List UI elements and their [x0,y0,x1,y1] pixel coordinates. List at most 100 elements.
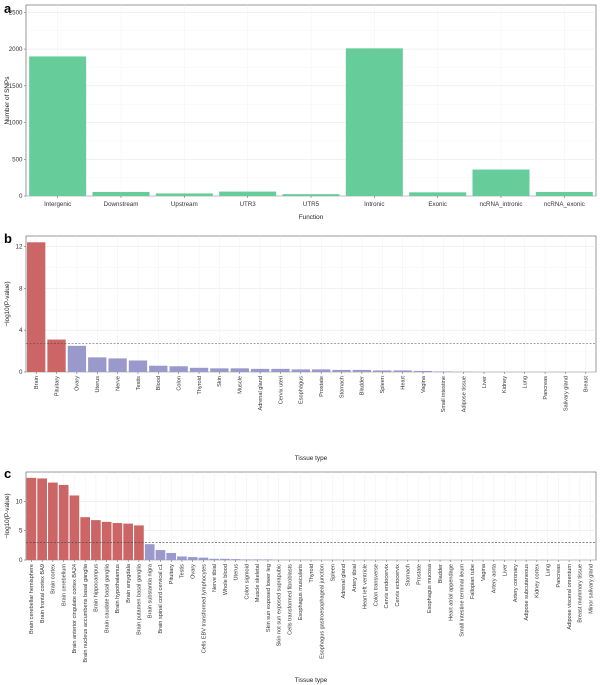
panel-b-bar [352,369,372,372]
panel-c-xtick-label: Brain substantia nigra [147,563,153,618]
panel-b-bar [210,368,229,372]
panel-b-xtick-label: Small intestine [441,376,447,412]
panel-c-ytick-label: 10 [16,498,23,505]
panel-c-xtick-label: Adipose subcutaneous [524,564,530,621]
panel-b-bar [27,242,46,372]
panel-c-xtick-label: Thyroid [309,564,315,583]
panel-a-ytick-label: 2000 [9,46,23,53]
panel-b-y-axis-title: −log10(P-value) [4,281,11,326]
panel-c-xtick-label: Muscle skeletal [255,564,261,602]
panel-c-xtick-label: Artery coronary [513,564,519,602]
panel-c-xtick-label: Testis [180,564,186,579]
panel-c-bar [241,559,252,560]
panel-c-bar [26,477,37,560]
panel-b-xtick-label: Uterus [95,376,101,393]
panel-c: c 0 5 10 Brain cerebellar hemisphere Brain fr… [4,466,597,684]
panel-c-bar [177,556,187,560]
panel-c-xtick-label: Bladder [438,564,444,583]
panel-b-xtick-label: Colon [176,376,182,391]
panel-b-xtick-label: Kidney [502,376,508,393]
panel-a-xtick-label: ncRNA_exonic [544,201,585,208]
panel-b-bar [149,365,168,372]
panel-c-bar [230,559,241,560]
panel-c-bar [101,521,112,560]
panel-c-xtick-label: Cervix endocervix [384,564,390,609]
panel-a-xtick-label: UTR5 [303,201,320,208]
panel-c-xtick-label: Brain spinal cord cervical c1 [158,564,164,634]
panel-c-x-axis-title: Tissue type [295,677,328,684]
panel-b-bar [373,370,392,372]
panel-c-xtick-label: Brain cerebellar hemisphere [29,564,35,634]
panel-b-xtick-label: Salivary gland [563,376,569,411]
panel-a-bar [29,56,87,196]
panel-a-xtick-label: Downstream [104,201,139,208]
panel-b-xtick-label: Blood [156,376,162,390]
panel-b-bar [413,370,433,372]
panel-a-xtick-label: Intronic [364,201,384,208]
panel-a-xtick-label: Upstream [171,201,198,208]
panel-a-bar [282,194,340,196]
panel-c-xtick-label: Liver [502,564,508,576]
panel-c-xtick-label: Kidney cortex [535,564,541,598]
panel-c-xtick-label: Brain cortex [51,564,57,594]
panel-b-bar [250,368,270,372]
panel-c-xtick-label: Pancreas [556,564,562,588]
panel-c-bar [37,478,47,560]
panel-c-xtick-label: Brain nucleus accumbens basal ganglia [83,563,89,662]
panel-c-xtick-label: Lung [545,564,551,576]
panel-c-xtick-label: Heart left ventricle [363,564,369,609]
panel-b-xtick-label: Skin [217,376,223,387]
panel-a-y-axis-title: Number of SNPs [4,77,11,125]
panel-c-xtick-label: Esophagus mucosa [427,563,433,613]
panel-c-xtick-label: Brain amygdala [126,563,132,603]
panel-c-xtick-label: Skin sun exposed lower leg [266,564,272,632]
panel-c-xtick-label: Prostate [416,564,422,585]
panel-b-xtick-label: Testis [136,376,142,391]
panel-a-bar [345,48,403,196]
panel-c-xtick-label: Colon transverse [373,564,379,606]
panel-b-frame [25,235,597,373]
panel-b-bar [291,369,310,372]
panel-c-bar [187,557,198,560]
panel-c-bar [91,520,101,560]
panel-c-ytick-label: 0 [19,557,23,564]
panel-c-xtick-label: Esophagus gastroesophageal junction [320,564,326,659]
panel-a-xtick-label: Exonic [428,201,447,208]
panel-c-xtick-label: Artery tibial [352,564,358,592]
panel-c-xtick-label: Uterus [234,564,240,581]
panel-c-xtick-label: Adipose visceral omentum [567,564,573,630]
panel-c-xtick-label: Ovary [190,564,196,579]
panel-b-xtick-label: Breast [584,376,590,393]
panel-b-xtick-label: Stomach [339,376,345,398]
panel-a-bar [219,191,277,196]
panel-c-xtick-label: Colon sigmoid [244,564,250,599]
panel-c-bar [252,559,263,560]
panel-b-xtick-label: Muscle [238,376,244,394]
panel-c-xtick-label: Whole blood [223,564,229,595]
panel-b-bar [169,366,188,372]
panel-b-bar [230,368,249,372]
panel-c-xtick-label: Stomach [406,564,412,586]
panel-c-xtick-label: Cells EBV transformed lymphocytes [201,564,207,653]
panel-b-bar [67,345,87,372]
panel-c-y-axis-title: −log10(P-value) [4,493,11,538]
panel-c-xtick-label: Spleen [330,564,336,581]
panel-b-xtick-label: Lung [523,376,529,388]
panel-b-xtick-label: Adipose tissue [461,376,467,412]
panel-c-xtick-label: Heart atrial appendage [449,564,455,621]
panel-c-xtick-label: Cervix ectocervix [395,564,401,607]
panel-c-xtick-label: Adrenal gland [341,564,347,599]
panel-c-xtick-label: Esophagus muscularis [298,564,304,620]
panel-c-bar [123,523,134,560]
panel-a-bar [472,169,530,196]
panel-b-ytick-label: 12 [16,243,23,250]
panel-a-xtick-label: UTR3 [240,201,257,208]
panel-c-label: c [4,466,11,481]
panel-c-xtick-label: Brain hippocampus [94,564,100,612]
panel-b-xtick-label: Pancreas [543,376,549,400]
panel-c-xtick-label: Skin not sun exposed suprapubic [277,564,283,647]
panel-c-xtick-label: Nerve tibial [212,564,218,592]
panel-a-label: a [4,1,12,16]
panel-c-bar [112,523,123,560]
